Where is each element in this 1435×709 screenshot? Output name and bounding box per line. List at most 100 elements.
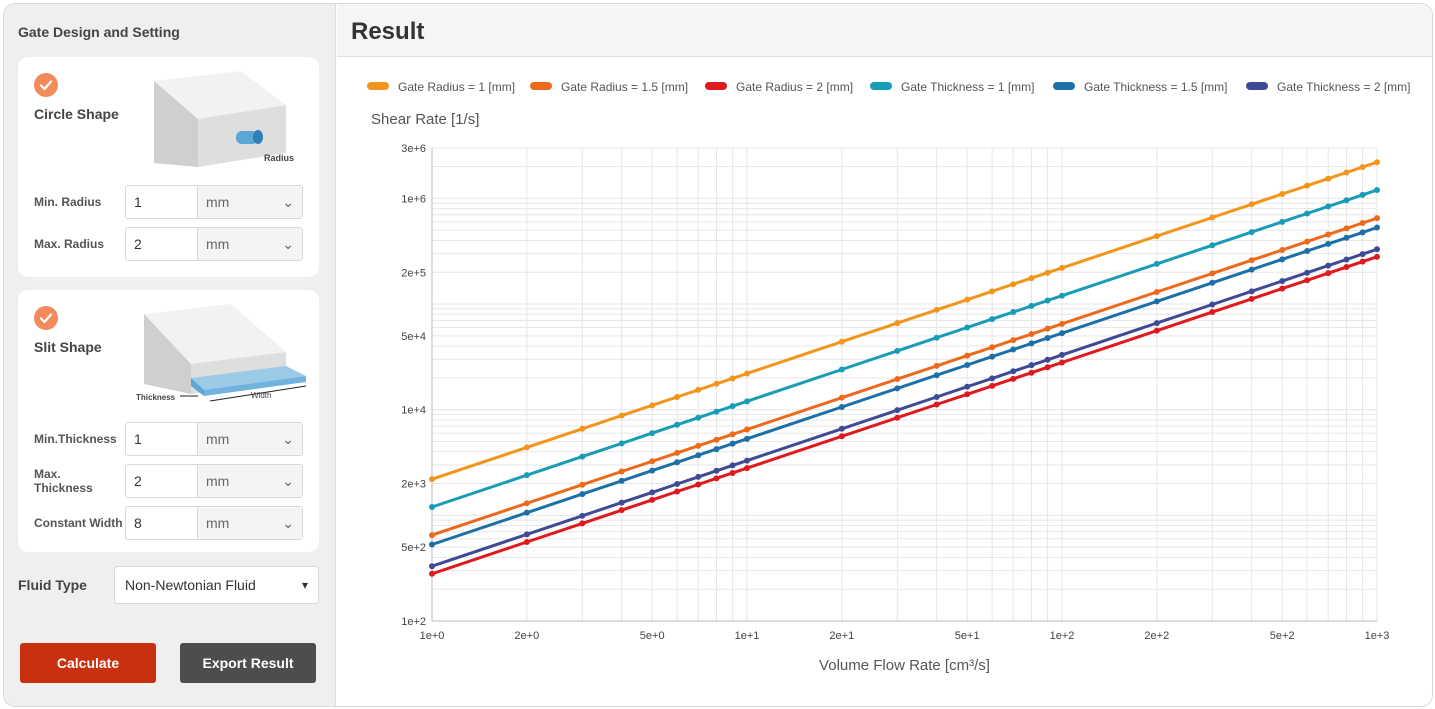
data-point <box>649 489 656 496</box>
data-point <box>1325 240 1332 247</box>
unit-label: mm <box>206 431 230 447</box>
data-point <box>1209 309 1216 316</box>
data-point <box>964 391 971 398</box>
y-tick-label: 1e+6 <box>401 193 426 205</box>
min-radius-input[interactable]: 1 <box>126 186 198 218</box>
data-point <box>1044 364 1051 371</box>
max-radius-input[interactable]: 2 <box>126 228 198 260</box>
checkmark-icon[interactable] <box>34 73 58 97</box>
data-point <box>1044 297 1051 304</box>
data-point <box>1343 225 1350 232</box>
data-point <box>744 435 750 442</box>
data-point <box>744 465 750 472</box>
data-point <box>1248 295 1255 302</box>
data-point <box>1279 246 1286 253</box>
data-point <box>1059 264 1065 271</box>
data-point <box>713 475 720 482</box>
min-thickness-field[interactable]: 1 mm ⌄ <box>125 422 303 456</box>
data-point <box>744 398 750 405</box>
data-point <box>1153 289 1160 296</box>
data-point <box>989 353 996 360</box>
data-point <box>1304 269 1311 276</box>
fluid-type-select[interactable]: Non-Newtonian Fluid ▾ <box>114 566 319 604</box>
data-point <box>1028 340 1035 347</box>
data-point <box>1279 191 1286 198</box>
data-point <box>1248 201 1255 208</box>
calculate-button[interactable]: Calculate <box>20 643 156 683</box>
constant-width-unit-select[interactable]: mm ⌄ <box>198 507 302 539</box>
data-point <box>1343 197 1350 204</box>
data-point <box>1028 275 1035 282</box>
data-point <box>1028 331 1035 338</box>
data-point <box>695 452 702 459</box>
y-tick-label: 1e+2 <box>401 616 426 628</box>
data-point <box>1248 257 1255 264</box>
data-point <box>1010 281 1017 288</box>
y-tick-label: 5e+2 <box>401 542 426 554</box>
data-point <box>1359 220 1366 227</box>
data-point <box>1304 182 1311 189</box>
min-thickness-unit-select[interactable]: mm ⌄ <box>198 423 302 455</box>
max-radius-label: Max. Radius <box>34 237 105 251</box>
max-radius-unit-select[interactable]: mm ⌄ <box>198 228 302 260</box>
max-radius-field[interactable]: 2 mm ⌄ <box>125 227 303 261</box>
legend-swatch <box>530 82 552 90</box>
checkmark-icon[interactable] <box>34 306 58 330</box>
data-point <box>1304 277 1311 284</box>
data-point <box>1044 269 1051 276</box>
data-point <box>523 444 530 451</box>
data-point <box>729 403 736 410</box>
x-tick-label: 1e+3 <box>1365 630 1390 642</box>
data-point <box>1374 246 1380 253</box>
circle-shape-card[interactable]: Circle Shape Radius Min. Radius 1 mm ⌄ Ma… <box>18 57 319 277</box>
data-point <box>1359 258 1366 265</box>
min-radius-field[interactable]: 1 mm ⌄ <box>125 185 303 219</box>
max-thickness-unit-select[interactable]: mm ⌄ <box>198 465 302 497</box>
data-point <box>1325 270 1332 277</box>
data-point <box>1153 298 1160 305</box>
data-point <box>894 320 901 327</box>
max-thickness-field[interactable]: 2 mm ⌄ <box>125 464 303 498</box>
x-tick-label: 2e+2 <box>1144 630 1169 642</box>
min-thickness-label: Min.Thickness <box>34 432 117 446</box>
data-point <box>1028 369 1035 376</box>
max-thickness-input[interactable]: 2 <box>126 465 198 497</box>
y-tick-label: 1e+4 <box>401 405 426 417</box>
chevron-down-icon: ⌄ <box>282 514 294 531</box>
slit-shape-title: Slit Shape <box>34 339 102 355</box>
data-point <box>1209 242 1216 249</box>
export-result-button[interactable]: Export Result <box>180 643 316 683</box>
legend-item: Gate Radius = 1 [mm] <box>398 80 515 94</box>
data-point <box>894 347 901 354</box>
data-point <box>523 531 530 538</box>
slit-shape-card[interactable]: Slit Shape Width Thickness Min.Thickness… <box>18 290 319 552</box>
data-point <box>618 507 625 514</box>
data-point <box>1209 301 1216 308</box>
min-thickness-input[interactable]: 1 <box>126 423 198 455</box>
data-point <box>1248 229 1255 236</box>
data-point <box>1374 224 1380 231</box>
unit-label: mm <box>206 194 230 210</box>
x-tick-label: 2e+1 <box>829 630 854 642</box>
max-thickness-label: Max. Thickness <box>34 467 93 495</box>
constant-width-field[interactable]: 8 mm ⌄ <box>125 506 303 540</box>
chart-svg: 1e+0 2e+0 5e+0 1e+1 2e+1 5e+1 1e+2 2e+2 5e+2 1e+3… <box>367 80 1411 674</box>
data-point <box>1044 356 1051 363</box>
series-line <box>431 160 1378 481</box>
min-radius-unit-select[interactable]: mm ⌄ <box>198 186 302 218</box>
data-point <box>618 477 625 484</box>
data-point <box>1010 368 1017 375</box>
data-point <box>1028 302 1035 309</box>
data-point <box>579 425 586 432</box>
constant-width-input[interactable]: 8 <box>126 507 198 539</box>
data-point <box>523 500 530 507</box>
constant-width-label: Constant Width <box>34 516 123 530</box>
legend-item: Gate Thickness = 2 [mm] <box>1277 80 1411 94</box>
legend-swatch <box>870 82 892 90</box>
data-point <box>1325 175 1332 182</box>
data-point <box>1059 359 1065 366</box>
result-header: Result <box>337 4 1432 57</box>
y-axis-label: Shear Rate [1/s] <box>371 111 479 128</box>
data-point <box>579 481 586 488</box>
data-point <box>838 366 845 373</box>
